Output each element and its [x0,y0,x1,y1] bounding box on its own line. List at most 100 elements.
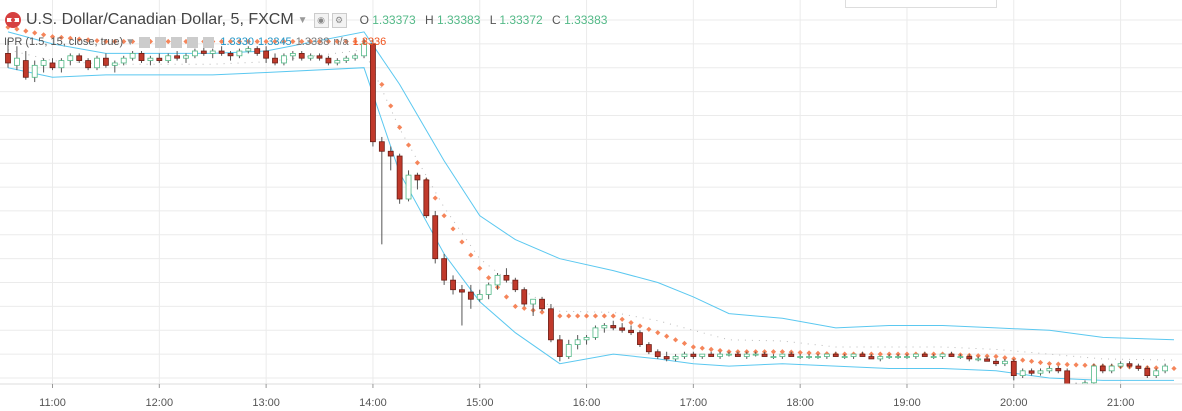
candle-body [459,289,465,293]
candle-body [272,57,278,64]
candle-body [378,141,385,152]
candle-body [637,332,643,345]
candle-body [779,353,786,357]
candle-body [868,356,875,360]
candle-body [129,53,136,59]
candle-body [1090,365,1097,384]
candle-body [663,356,670,360]
trail-marker [975,353,981,359]
symbol-menu-chevron-icon[interactable]: ▼ [297,14,308,26]
candle-body [111,62,118,66]
trail-marker [993,353,999,360]
ohlc-close-value: 1.33383 [564,13,608,27]
trail-marker [76,36,82,42]
trail-marker [379,81,385,88]
candle-body [619,327,626,331]
candle-body [788,353,795,357]
indicator-visibility-icon[interactable] [139,36,151,48]
candle-body [877,356,884,360]
candle-body [165,55,172,61]
candle-body [841,356,848,358]
legend-overlay: U.S. Dollar/Canadian Dollar, 5, FXCM ▼ ◉… [0,0,1182,60]
x-axis-tick-label: 11:00 [39,397,66,409]
candle-body [405,174,412,200]
x-axis-tick-label: 13:00 [252,397,280,409]
trail-marker [699,345,705,351]
trail-marker [432,195,438,201]
symbol-title[interactable]: U.S. Dollar/Canadian Dollar, 5, FXCM [26,11,294,28]
candle-body [743,353,750,357]
trail-marker [334,38,340,45]
x-axis-tick-label: 12:00 [146,397,174,409]
candle-body [548,308,554,341]
candle-body [770,356,777,358]
trail-marker [299,38,305,45]
candle-body [984,358,990,362]
indicator-move-icon[interactable] [187,36,199,48]
candle-body [281,55,287,64]
trail-marker [14,26,20,32]
trail-marker [610,313,616,319]
trail-marker [343,38,349,45]
candle-body [396,155,403,200]
trail-marker [717,347,723,354]
trail-marker [1073,362,1079,368]
candle-body [734,353,741,357]
band-line-lower [7,67,1174,381]
candle-body [476,294,483,300]
top-panel-tab[interactable] [845,0,997,8]
candle-body [174,55,181,59]
trail-marker [272,38,278,45]
candle-body [120,57,127,64]
trail-marker [414,160,421,166]
candle-body [1010,360,1017,377]
indicator-source-icon[interactable] [171,36,183,48]
trail-marker [770,349,777,355]
trail-marker [486,275,492,281]
eye-icon[interactable]: ◉ [313,12,329,28]
trail-marker [619,316,625,322]
settings-icon[interactable]: ⚙ [331,12,347,28]
symbol-title-row: U.S. Dollar/Canadian Dollar, 5, FXCM ▼ ◉… [4,9,613,31]
indicator-menu-chevron-icon[interactable]: ▼ [125,36,136,48]
candle-body [343,57,350,61]
candle-body [654,351,661,357]
candle-body [717,353,723,357]
candle-body [49,62,56,69]
trail-marker [388,103,394,109]
trail-marker [121,38,127,45]
candle-body [1028,370,1035,374]
candle-body [1135,365,1142,369]
candle-body [1046,368,1053,372]
trail-marker [49,34,56,40]
trail-marker [1082,362,1088,368]
indicator-value-3: 1.3338 [295,36,330,48]
candle-body [298,53,305,59]
trail-marker [1153,365,1159,371]
candle-body [485,284,492,295]
candle-body [565,344,572,357]
candle-body [645,344,652,353]
trail-marker [67,35,73,41]
candle-body [370,43,376,143]
trail-marker [85,37,91,43]
candle-body [503,274,510,281]
trail-marker [245,38,251,45]
trail-marker [646,326,652,332]
trail-marker [236,38,243,45]
candle-body [316,55,323,59]
trail-marker [797,349,803,356]
indicator-label[interactable]: IPR (1.5, 15, close, true) [4,36,124,48]
candle-body [289,53,296,57]
candle-body [993,360,999,365]
candle-body [1099,365,1106,372]
indicator-remove-icon[interactable] [203,36,215,48]
candle-body [930,356,937,358]
candle-body [85,60,92,69]
candle-body [708,353,715,357]
trail-marker [263,38,269,45]
indicator-settings-icon[interactable] [155,36,167,48]
